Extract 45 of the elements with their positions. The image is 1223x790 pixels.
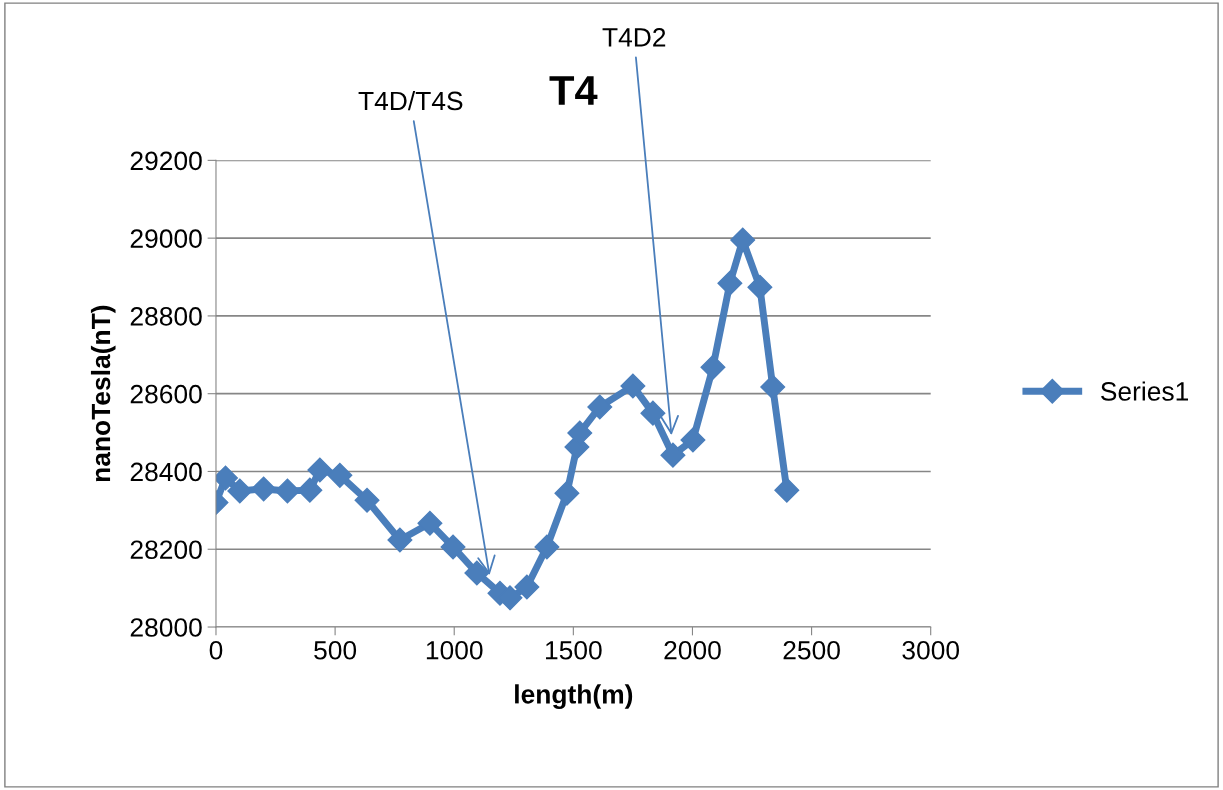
point <box>680 427 706 453</box>
point <box>554 480 580 506</box>
point <box>774 477 800 503</box>
point <box>417 510 443 536</box>
point <box>440 534 466 560</box>
x-tick-label: 0 <box>209 640 223 660</box>
legend-label: Series1 <box>1101 381 1188 401</box>
x-axis-title: length(m) <box>515 684 633 709</box>
point <box>297 477 323 503</box>
x-tick-label: 2500 <box>783 640 840 660</box>
y-tick-label: 29000 <box>130 229 202 248</box>
point <box>587 394 613 420</box>
y-tick-label: 28600 <box>130 384 202 404</box>
point <box>730 227 756 253</box>
x-tick-label: 2000 <box>664 640 721 660</box>
point <box>640 400 666 426</box>
point <box>227 478 253 504</box>
point <box>700 354 726 380</box>
point <box>747 274 773 300</box>
point <box>514 574 540 600</box>
point <box>327 462 353 488</box>
x-tick-label: 1500 <box>546 640 602 660</box>
point <box>717 270 743 296</box>
point <box>534 534 560 560</box>
y-tick-label: 28800 <box>130 307 202 326</box>
point <box>660 442 686 468</box>
y-tick-label: 28000 <box>130 618 202 637</box>
x-tick-label: 3000 <box>902 640 960 660</box>
x-tick-label: 1000 <box>426 640 483 660</box>
point <box>387 527 413 553</box>
chart-title: T4 <box>549 76 598 105</box>
y-tick-label: 28200 <box>130 540 202 560</box>
y-tick-label: 28400 <box>130 462 202 482</box>
x-tick-label: 500 <box>314 640 357 660</box>
annotation: T4D2 <box>602 28 666 47</box>
point <box>354 487 380 513</box>
point <box>307 457 333 483</box>
annotation: T4D/T4S <box>358 90 463 111</box>
point <box>620 373 646 399</box>
y-axis-title: nanoTesla(nT) <box>90 305 116 482</box>
point <box>251 476 277 502</box>
point <box>760 374 786 400</box>
point <box>274 478 300 504</box>
point <box>464 560 490 586</box>
y-tick-label: 29200 <box>130 151 202 171</box>
